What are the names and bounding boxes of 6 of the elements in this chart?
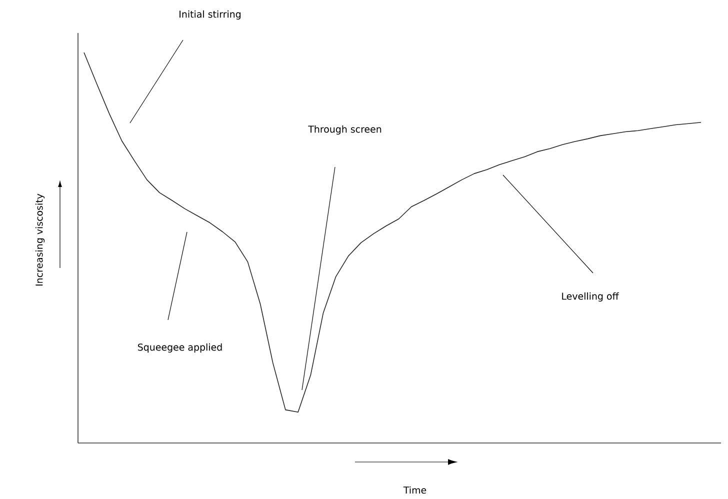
annotation: Through screen — [308, 125, 382, 135]
annotation: Levelling off — [562, 292, 619, 302]
annotation: Squeegee applied — [138, 343, 222, 353]
text: Initial stirring — [180, 10, 241, 20]
y-axis-title: Increasing viscosity — [35, 194, 45, 286]
x-axis-title: Time — [403, 486, 426, 494]
